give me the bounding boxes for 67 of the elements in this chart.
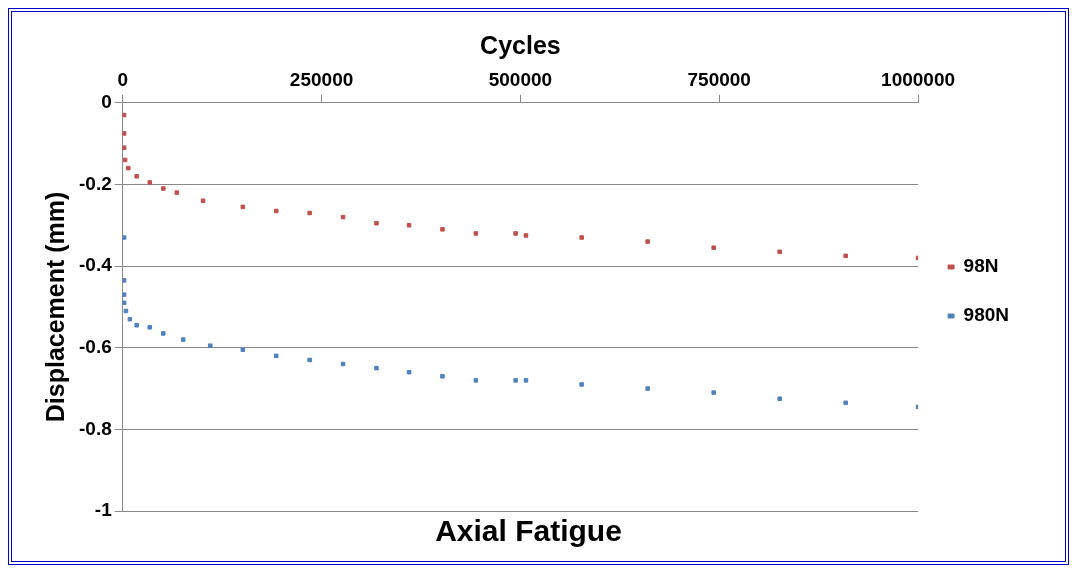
point [915,404,919,410]
point [473,231,479,236]
y-tick-label: 0 [101,91,112,113]
point [645,386,650,391]
point [711,245,716,250]
point [122,131,127,136]
y-tick-label: -0.6 [78,335,112,357]
point [122,235,127,240]
point [127,316,133,322]
point [147,325,153,330]
point [440,227,445,232]
point [406,369,412,375]
point [180,337,186,342]
point [374,220,379,226]
point [307,210,312,216]
point [122,292,127,297]
point [843,400,848,406]
point [207,343,213,348]
text: Axial Fatigue [435,514,622,548]
point [240,204,246,210]
x-tick-label: 250000 [289,68,354,90]
point [307,357,312,363]
point [122,112,127,118]
point [126,165,131,171]
point [134,174,139,179]
point [273,208,279,214]
y-tick-label: -0.8 [78,417,112,439]
point [147,180,153,185]
point [340,214,346,220]
point [440,374,445,379]
point [711,390,716,395]
x-tick-label: 750000 [687,68,751,90]
y-tick-label: -0.2 [78,172,112,194]
point [122,278,127,283]
point [523,378,529,383]
point [122,157,128,163]
point [134,323,139,328]
y-tick-label: -0.4 [78,254,113,276]
point [273,353,279,359]
point [161,186,166,191]
point [374,365,379,371]
point [240,347,246,353]
x-tick-label: 1000000 [881,68,956,90]
y-tick-label: -1 [94,499,113,521]
point [174,190,180,195]
y-axis-title: Displacement (mm) [40,191,69,423]
legend-label: 980N [963,304,1009,326]
point [843,253,848,259]
point [473,378,479,383]
x-axis-title: Cycles [480,30,561,59]
point [915,255,919,261]
point [161,331,166,336]
point [523,233,529,238]
point [122,300,127,306]
point [579,382,584,387]
point [579,235,584,240]
point [513,231,518,236]
point [513,378,518,383]
x-tick-label: 0 [117,68,129,90]
legend-label: 98N [963,255,999,277]
point [122,145,127,150]
point [406,222,412,228]
point [200,198,206,204]
point [777,396,782,402]
point [777,249,782,255]
point [645,239,650,244]
x-tick-label: 500000 [488,68,553,90]
